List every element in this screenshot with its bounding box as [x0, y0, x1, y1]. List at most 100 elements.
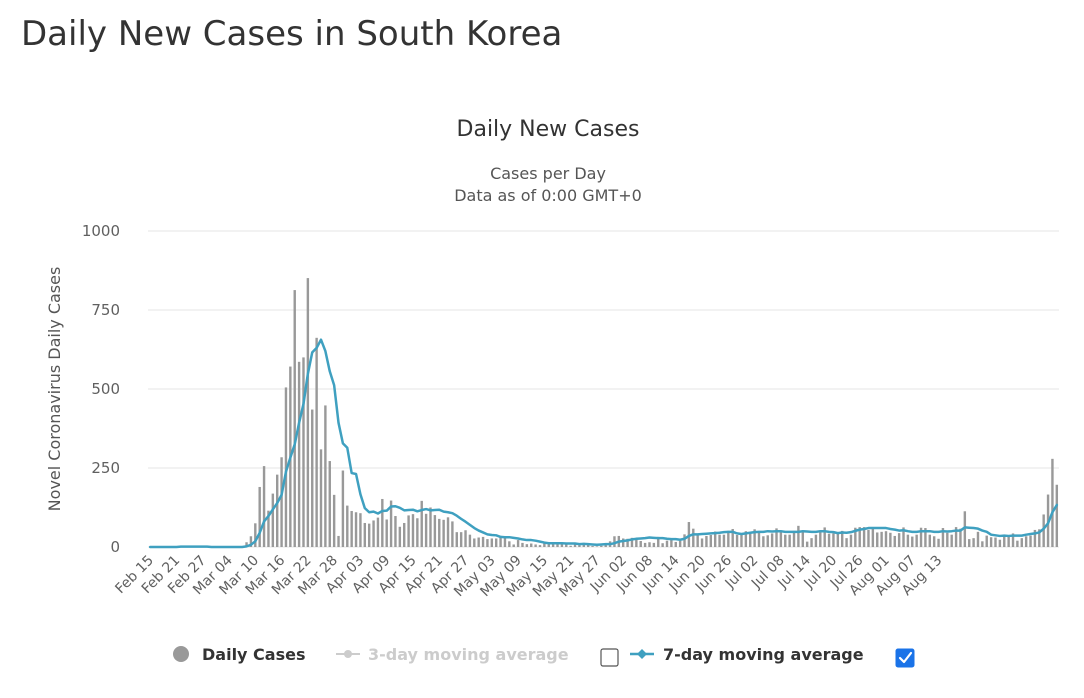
daily-cases-bar[interactable] — [718, 534, 721, 547]
daily-cases-bar[interactable] — [503, 536, 507, 547]
daily-cases-bar[interactable] — [284, 387, 288, 547]
daily-cases-bar[interactable] — [946, 532, 949, 547]
daily-cases-bar[interactable] — [968, 539, 971, 547]
daily-cases-bar[interactable] — [494, 538, 498, 547]
daily-cases-bar[interactable] — [359, 513, 362, 547]
daily-cases-bar[interactable] — [810, 538, 813, 547]
daily-cases-bar[interactable] — [696, 534, 699, 547]
daily-cases-bar[interactable] — [341, 470, 345, 547]
daily-cases-bar[interactable] — [367, 523, 371, 547]
daily-cases-bar[interactable] — [521, 542, 524, 547]
daily-cases-bar[interactable] — [897, 533, 901, 547]
daily-cases-bar[interactable] — [932, 536, 936, 547]
daily-cases-bar[interactable] — [740, 534, 743, 547]
daily-cases-bar[interactable] — [1055, 484, 1059, 547]
daily-cases-bar[interactable] — [823, 527, 826, 547]
daily-cases-bar[interactable] — [622, 538, 625, 547]
daily-cases-bar[interactable] — [862, 527, 866, 547]
daily-cases-bar[interactable] — [657, 536, 660, 547]
daily-cases-bar[interactable] — [595, 546, 599, 547]
daily-cases-bar[interactable] — [858, 527, 861, 547]
daily-cases-bar[interactable] — [919, 527, 923, 547]
daily-cases-bar[interactable] — [547, 544, 550, 547]
daily-cases-bar[interactable] — [451, 521, 454, 547]
daily-cases-bar[interactable] — [578, 545, 581, 547]
daily-cases-bar[interactable] — [262, 466, 266, 547]
legend-item-daily-cases[interactable]: Daily Cases — [173, 645, 305, 664]
daily-cases-bar[interactable] — [937, 538, 940, 547]
daily-cases-bar[interactable] — [613, 536, 616, 547]
daily-cases-bar[interactable] — [989, 537, 993, 547]
daily-cases-bar[interactable] — [1033, 529, 1037, 547]
daily-cases-bar[interactable] — [770, 533, 774, 547]
daily-cases-bar[interactable] — [735, 534, 739, 547]
daily-cases-bar[interactable] — [438, 518, 441, 547]
daily-cases-bar[interactable] — [954, 527, 958, 547]
daily-cases-bar[interactable] — [276, 474, 279, 547]
daily-cases-bar[interactable] — [403, 522, 406, 547]
daily-cases-bar[interactable] — [722, 534, 726, 547]
daily-cases-bar[interactable] — [766, 535, 769, 547]
daily-cases-bar[interactable] — [591, 546, 594, 547]
daily-cases-bar[interactable] — [1007, 536, 1010, 547]
daily-cases-bar[interactable] — [626, 538, 629, 547]
daily-cases-bar[interactable] — [398, 526, 402, 547]
daily-cases-bar[interactable] — [411, 514, 415, 547]
daily-cases-bar[interactable] — [442, 519, 445, 547]
daily-cases-bar[interactable] — [573, 544, 577, 547]
daily-cases-bar[interactable] — [959, 528, 962, 547]
daily-cases-bar[interactable] — [683, 534, 686, 547]
daily-cases-bar[interactable] — [819, 530, 822, 547]
daily-cases-bar[interactable] — [267, 510, 270, 547]
daily-cases-bar[interactable] — [455, 532, 458, 547]
daily-cases-bar[interactable] — [569, 545, 572, 547]
daily-cases-bar[interactable] — [757, 531, 761, 547]
daily-cases-bar[interactable] — [994, 537, 997, 547]
daily-cases-bar[interactable] — [749, 532, 752, 547]
daily-cases-bar[interactable] — [249, 536, 253, 547]
daily-cases-bar[interactable] — [998, 539, 1002, 547]
daily-cases-bar[interactable] — [245, 542, 248, 547]
daily-cases-bar[interactable] — [709, 534, 713, 547]
daily-cases-bar[interactable] — [446, 517, 450, 547]
daily-cases-bar[interactable] — [477, 537, 480, 547]
daily-cases-bar[interactable] — [363, 522, 367, 547]
daily-cases-bar[interactable] — [700, 538, 704, 547]
daily-cases-bar[interactable] — [416, 518, 419, 547]
daily-cases-bar[interactable] — [841, 530, 844, 547]
daily-cases-bar[interactable] — [867, 529, 870, 547]
daily-cases-bar[interactable] — [354, 512, 358, 547]
daily-cases-bar[interactable] — [376, 517, 380, 547]
daily-cases-bar[interactable] — [832, 533, 835, 547]
daily-cases-bar[interactable] — [424, 513, 428, 547]
daily-cases-bar[interactable] — [464, 530, 467, 547]
daily-cases-bar[interactable] — [652, 542, 656, 547]
daily-cases-bar[interactable] — [911, 536, 914, 547]
daily-cases-bar[interactable] — [985, 535, 988, 547]
daily-cases-bar[interactable] — [880, 531, 883, 547]
daily-cases-bar[interactable] — [713, 531, 717, 547]
daily-cases-bar[interactable] — [792, 530, 796, 547]
avg7-checkbox[interactable] — [895, 648, 915, 668]
daily-cases-bar[interactable] — [385, 519, 388, 547]
daily-cases-bar[interactable] — [337, 535, 340, 547]
daily-cases-bar[interactable] — [481, 536, 485, 547]
daily-cases-bar[interactable] — [981, 541, 984, 547]
daily-cases-bar[interactable] — [346, 505, 349, 547]
daily-cases-bar[interactable] — [915, 534, 918, 547]
daily-cases-bar[interactable] — [1029, 535, 1032, 547]
daily-cases-bar[interactable] — [670, 539, 673, 547]
daily-cases-bar[interactable] — [473, 538, 476, 547]
daily-cases-bar[interactable] — [805, 541, 809, 547]
daily-cases-bar[interactable] — [586, 544, 590, 547]
daily-cases-bar[interactable] — [1051, 458, 1054, 547]
daily-cases-bar[interactable] — [788, 534, 791, 547]
daily-cases-bar[interactable] — [433, 515, 437, 547]
daily-cases-bar[interactable] — [727, 530, 730, 547]
avg3-checkbox[interactable] — [600, 648, 619, 667]
daily-cases-bar[interactable] — [797, 525, 800, 547]
daily-cases-bar[interactable] — [648, 542, 651, 547]
daily-cases-bar[interactable] — [319, 449, 323, 547]
daily-cases-bar[interactable] — [420, 500, 423, 547]
daily-cases-bar[interactable] — [753, 529, 756, 547]
